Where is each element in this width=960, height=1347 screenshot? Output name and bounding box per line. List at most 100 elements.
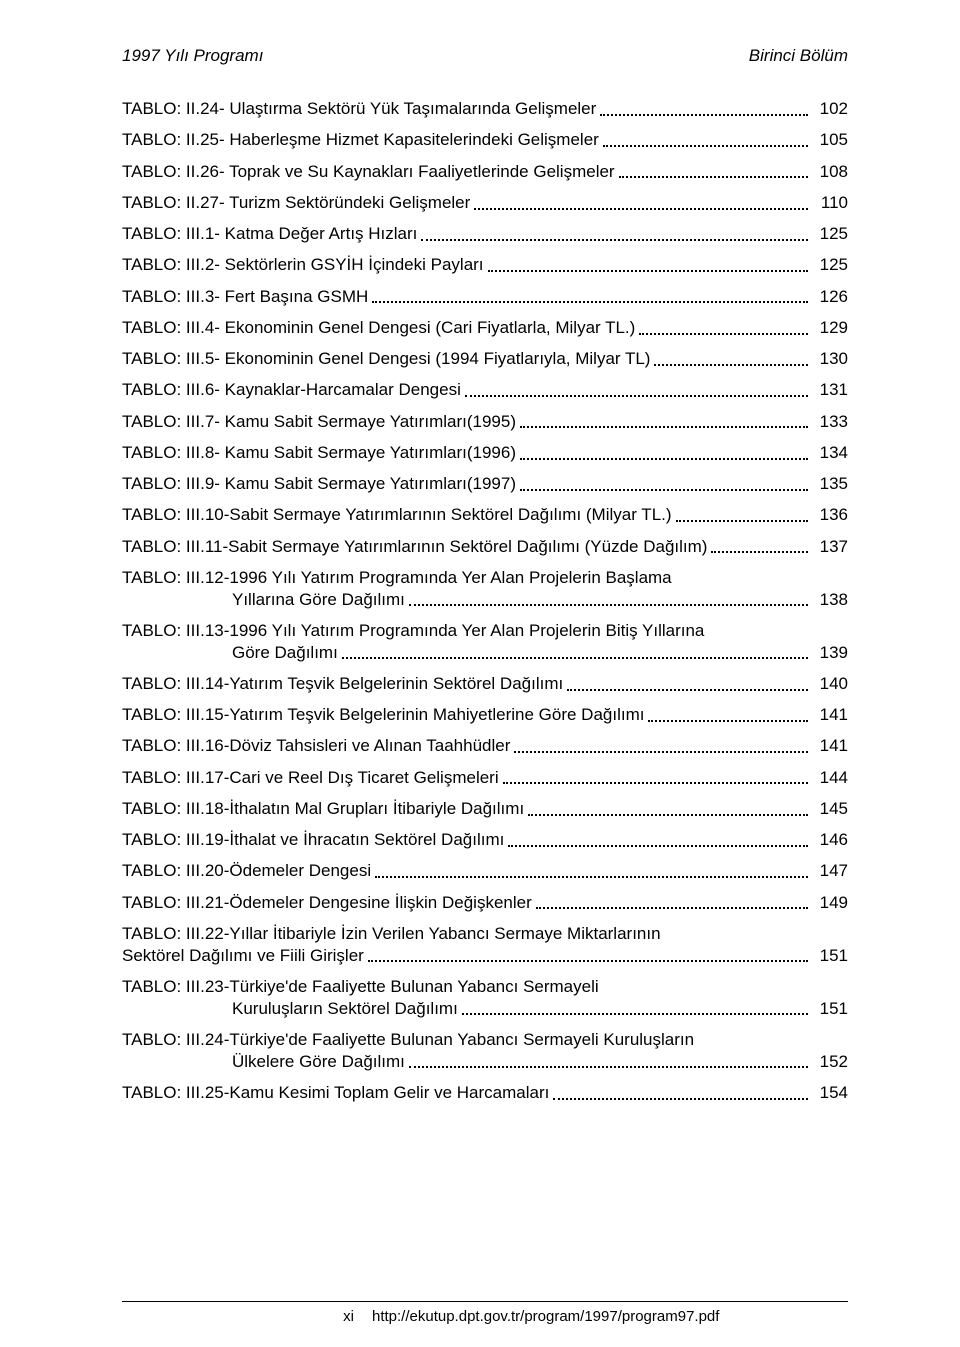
toc-entry: TABLO: III.16-Döviz Tahsisleri ve Alınan… xyxy=(122,735,848,757)
toc-page-number: 102 xyxy=(812,98,848,120)
toc-label: TABLO: III.21-Ödemeler Dengesine İlişkin… xyxy=(122,892,532,914)
toc-label: TABLO: II.25- Haberleşme Hizmet Kapasite… xyxy=(122,129,599,151)
toc-entry: TABLO: II.27- Turizm Sektöründeki Gelişm… xyxy=(122,192,848,214)
toc-label: TABLO: III.6- Kaynaklar-Harcamalar Denge… xyxy=(122,379,461,401)
toc-entry: TABLO: III.14-Yatırım Teşvik Belgelerini… xyxy=(122,673,848,695)
toc-label: TABLO: III.16-Döviz Tahsisleri ve Alınan… xyxy=(122,735,510,757)
toc-leader-dots xyxy=(603,145,808,147)
header-left: 1997 Yılı Programı xyxy=(122,46,263,66)
toc-entry: TABLO: III.19-İthalat ve İhracatın Sektö… xyxy=(122,829,848,851)
toc-leader-dots xyxy=(474,208,808,210)
toc-label-line1: TABLO: III.13-1996 Yılı Yatırım Programı… xyxy=(122,620,848,642)
toc-label: TABLO: III.18-İthalatın Mal Grupları İti… xyxy=(122,798,524,820)
page-header: 1997 Yılı Programı Birinci Bölüm xyxy=(122,46,848,66)
toc-entry: TABLO: III.18-İthalatın Mal Grupları İti… xyxy=(122,798,848,820)
toc-leader-dots xyxy=(508,845,808,847)
toc-second-line: Sektörel Dağılımı ve Fiili Girişler 151 xyxy=(122,945,848,967)
toc-entry: TABLO: III.21-Ödemeler Dengesine İlişkin… xyxy=(122,892,848,914)
toc-label: TABLO: III.19-İthalat ve İhracatın Sektö… xyxy=(122,829,504,851)
toc-leader-dots xyxy=(488,270,808,272)
toc-leader-dots xyxy=(648,720,808,722)
toc-leader-dots xyxy=(375,876,808,878)
toc-page-number: 151 xyxy=(812,998,848,1020)
toc-entry: TABLO: III.23-Türkiye'de Faaliyette Bulu… xyxy=(122,976,848,1020)
table-of-contents: TABLO: II.24- Ulaştırma Sektörü Yük Taşı… xyxy=(122,98,848,1104)
toc-entry: TABLO: III.3- Fert Başına GSMH 126 xyxy=(122,286,848,308)
toc-entry: TABLO: II.25- Haberleşme Hizmet Kapasite… xyxy=(122,129,848,151)
toc-label-line1: TABLO: III.24-Türkiye'de Faaliyette Bulu… xyxy=(122,1029,848,1051)
toc-label-line2: Kuruluşların Sektörel Dağılımı xyxy=(232,998,458,1020)
toc-leader-dots xyxy=(342,657,808,659)
toc-entry: TABLO: III.20-Ödemeler Dengesi147 xyxy=(122,860,848,882)
toc-label-line2: Sektörel Dağılımı ve Fiili Girişler xyxy=(122,945,364,967)
toc-label: TABLO: III.10-Sabit Sermaye Yatırımların… xyxy=(122,504,672,526)
toc-label-line2: Ülkelere Göre Dağılımı xyxy=(232,1051,405,1073)
toc-entry: TABLO: III.2- Sektörlerin GSYİH İçindeki… xyxy=(122,254,848,276)
toc-second-line: Ülkelere Göre Dağılımı 152 xyxy=(122,1051,848,1073)
toc-page-number: 149 xyxy=(812,892,848,914)
toc-entry: TABLO: III.7- Kamu Sabit Sermaye Yatırım… xyxy=(122,411,848,433)
toc-label: TABLO: II.26- Toprak ve Su Kaynakları Fa… xyxy=(122,161,615,183)
toc-entry: TABLO: III.17-Cari ve Reel Dış Ticaret G… xyxy=(122,767,848,789)
toc-page-number: 140 xyxy=(812,673,848,695)
toc-leader-dots xyxy=(536,907,808,909)
toc-leader-dots xyxy=(462,1013,808,1015)
toc-page-number: 141 xyxy=(812,735,848,757)
toc-label: TABLO: III.14-Yatırım Teşvik Belgelerini… xyxy=(122,673,563,695)
toc-page-number: 129 xyxy=(812,317,848,339)
toc-page-number: 105 xyxy=(812,129,848,151)
toc-entry: TABLO: III.15-Yatırım Teşvik Belgelerini… xyxy=(122,704,848,726)
toc-entry: TABLO: II.26- Toprak ve Su Kaynakları Fa… xyxy=(122,161,848,183)
toc-page-number: 135 xyxy=(812,473,848,495)
toc-entry: TABLO: III.5- Ekonominin Genel Dengesi (… xyxy=(122,348,848,370)
toc-leader-dots xyxy=(368,960,808,962)
toc-leader-dots xyxy=(528,814,808,816)
toc-leader-dots xyxy=(520,458,808,460)
toc-page-number: 134 xyxy=(812,442,848,464)
toc-label: TABLO: III.20-Ödemeler Dengesi xyxy=(122,860,371,882)
toc-page-number: 151 xyxy=(812,945,848,967)
footer-url: http://ekutup.dpt.gov.tr/program/1997/pr… xyxy=(372,1308,848,1325)
toc-entry: TABLO: III.10-Sabit Sermaye Yatırımların… xyxy=(122,504,848,526)
toc-leader-dots xyxy=(520,426,808,428)
toc-label-line1: TABLO: III.23-Türkiye'de Faaliyette Bulu… xyxy=(122,976,848,998)
toc-leader-dots xyxy=(600,114,808,116)
toc-label: TABLO: III.1- Katma Değer Artış Hızları xyxy=(122,223,417,245)
toc-entry: TABLO: III.1- Katma Değer Artış Hızları1… xyxy=(122,223,848,245)
toc-page-number: 125 xyxy=(812,254,848,276)
toc-label: TABLO: III.3- Fert Başına GSMH xyxy=(122,286,368,308)
toc-leader-dots xyxy=(520,489,808,491)
toc-entry: TABLO: III.11-Sabit Sermaye Yatırımların… xyxy=(122,536,848,558)
header-right: Birinci Bölüm xyxy=(749,46,848,66)
toc-leader-dots xyxy=(567,689,808,691)
toc-leader-dots xyxy=(409,1066,808,1068)
toc-entry: TABLO: III.25-Kamu Kesimi Toplam Gelir v… xyxy=(122,1082,848,1104)
toc-page-number: 130 xyxy=(812,348,848,370)
toc-page-number: 108 xyxy=(812,161,848,183)
toc-leader-dots xyxy=(421,239,808,241)
toc-page-number: 133 xyxy=(812,411,848,433)
toc-page-number: 141 xyxy=(812,704,848,726)
page-footer: xi http://ekutup.dpt.gov.tr/program/1997… xyxy=(122,1301,848,1325)
toc-page-number: 110 xyxy=(812,192,848,214)
toc-page-number: 144 xyxy=(812,767,848,789)
toc-label: TABLO: II.27- Turizm Sektöründeki Gelişm… xyxy=(122,192,470,214)
toc-label: TABLO: III.8- Kamu Sabit Sermaye Yatırım… xyxy=(122,442,516,464)
toc-leader-dots xyxy=(372,301,808,303)
toc-entry: TABLO: III.8- Kamu Sabit Sermaye Yatırım… xyxy=(122,442,848,464)
toc-leader-dots xyxy=(465,395,808,397)
toc-label-line2: Yıllarına Göre Dağılımı xyxy=(232,589,405,611)
toc-page-number: 146 xyxy=(812,829,848,851)
toc-label-line2: Göre Dağılımı xyxy=(232,642,338,664)
toc-page-number: 131 xyxy=(812,379,848,401)
toc-page-number: 126 xyxy=(812,286,848,308)
toc-label-line1: TABLO: III.22-Yıllar İtibariyle İzin Ver… xyxy=(122,923,848,945)
toc-label: TABLO: III.15-Yatırım Teşvik Belgelerini… xyxy=(122,704,644,726)
toc-leader-dots xyxy=(711,551,808,553)
toc-leader-dots xyxy=(676,520,808,522)
toc-leader-dots xyxy=(514,751,808,753)
toc-label: TABLO: III.4- Ekonominin Genel Dengesi (… xyxy=(122,317,635,339)
toc-entry: TABLO: III.4- Ekonominin Genel Dengesi (… xyxy=(122,317,848,339)
document-page: 1997 Yılı Programı Birinci Bölüm TABLO: … xyxy=(0,0,960,1347)
toc-page-number: 152 xyxy=(812,1051,848,1073)
